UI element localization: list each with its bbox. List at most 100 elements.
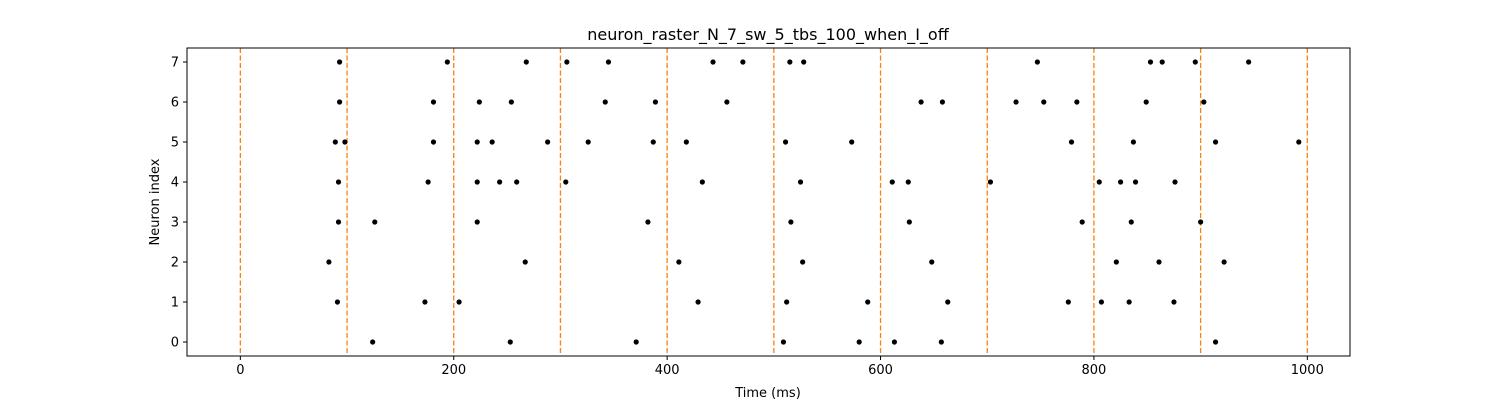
spike-marker [489, 139, 495, 145]
spike-marker [1156, 259, 1162, 265]
spike-marker [545, 139, 551, 145]
spike-marker [342, 139, 348, 145]
spike-marker [514, 179, 520, 185]
spike-marker [1132, 179, 1139, 185]
spike-marker [1171, 299, 1177, 305]
spike-marker [1096, 179, 1102, 185]
spike-marker [422, 299, 428, 305]
y-tick-label: 4 [171, 176, 179, 191]
spike-marker [676, 259, 682, 265]
spike-marker [800, 259, 806, 265]
spike-marker [1113, 259, 1119, 265]
spike-marker [695, 299, 701, 305]
spike-marker [456, 299, 462, 305]
spike-marker [430, 99, 437, 105]
spike-marker [1143, 99, 1149, 105]
spike-marker [987, 179, 994, 185]
spike-marker [430, 139, 437, 145]
spike-marker [425, 179, 431, 185]
spike-marker [336, 59, 343, 65]
spike-marker [1159, 59, 1165, 65]
spike-marker [508, 99, 514, 105]
spike-marker [474, 219, 480, 225]
spike-marker [1130, 139, 1137, 145]
spike-marker [938, 339, 944, 345]
spike-marker [335, 179, 342, 185]
spike-marker [1013, 99, 1019, 105]
spike-marker [370, 339, 376, 345]
spike-marker [906, 219, 912, 225]
spike-marker [522, 259, 528, 265]
spike-marker [788, 219, 794, 225]
spike-marker [336, 99, 343, 105]
spike-marker [335, 219, 342, 225]
y-tick-label: 3 [171, 216, 179, 231]
spike-marker [905, 179, 911, 185]
spike-marker [602, 99, 608, 105]
stimulus-lines [239, 48, 1308, 356]
spike-marker [650, 139, 656, 145]
spike-marker [929, 259, 935, 265]
x-tick-label: 600 [868, 363, 893, 378]
spike-marker [1041, 99, 1047, 105]
spike-marker [780, 339, 787, 345]
y-axis-ticks: 0 1 2 3 4 5 6 7 [171, 56, 187, 351]
y-tick-label: 6 [171, 96, 179, 111]
axes-frame [186, 47, 1351, 357]
plot-area: 0 200 400 600 800 1000 0 1 2 3 4 5 6 7 [171, 47, 1351, 378]
spike-marker [326, 259, 332, 265]
y-tick-label: 1 [171, 296, 179, 311]
x-tick-label: 800 [1082, 363, 1107, 378]
spike-marker [1212, 139, 1219, 145]
spike-marker [1201, 99, 1207, 105]
spike-marker [889, 179, 895, 185]
spike-marker [1126, 299, 1132, 305]
spike-marker [1212, 339, 1219, 345]
spike-markers [326, 59, 1302, 345]
spike-marker [332, 139, 338, 145]
spike-marker [1198, 219, 1204, 225]
y-axis-label: Neuron index [148, 158, 163, 245]
spike-marker [801, 59, 807, 65]
spike-marker [939, 99, 946, 105]
spike-marker [476, 99, 482, 105]
spike-marker [797, 179, 804, 185]
spike-marker [1034, 59, 1040, 65]
spike-marker [1192, 59, 1198, 65]
spike-marker [945, 299, 951, 305]
spike-marker [507, 339, 513, 345]
spike-marker [918, 99, 924, 105]
x-tick-label: 200 [441, 363, 466, 378]
spike-marker [1246, 59, 1252, 65]
spike-marker [372, 219, 378, 225]
spike-marker [474, 139, 480, 145]
spike-marker [1128, 219, 1134, 225]
spike-marker [710, 59, 716, 65]
spike-marker [724, 99, 730, 105]
spike-marker [564, 59, 570, 65]
y-tick-label: 0 [171, 336, 179, 351]
spike-marker [474, 179, 480, 185]
spike-marker [1074, 99, 1080, 105]
spike-marker [1296, 139, 1302, 145]
x-tick-label: 400 [655, 363, 680, 378]
spike-marker [1172, 179, 1178, 185]
spike-marker [891, 339, 898, 345]
spike-marker [605, 59, 612, 65]
spike-marker [699, 179, 705, 185]
spike-marker [652, 99, 659, 105]
spike-marker [497, 179, 503, 185]
spike-marker [740, 59, 746, 65]
spike-marker [633, 339, 639, 345]
spike-marker [1221, 259, 1227, 265]
spike-marker [444, 59, 450, 65]
spike-marker [856, 339, 862, 345]
spike-marker [1079, 219, 1085, 225]
spike-marker [1098, 299, 1104, 305]
spike-marker [334, 299, 341, 305]
chart-title: neuron_raster_N_7_sw_5_tbs_100_when_I_of… [587, 25, 949, 45]
spike-marker [784, 299, 790, 305]
spike-marker [1118, 179, 1124, 185]
